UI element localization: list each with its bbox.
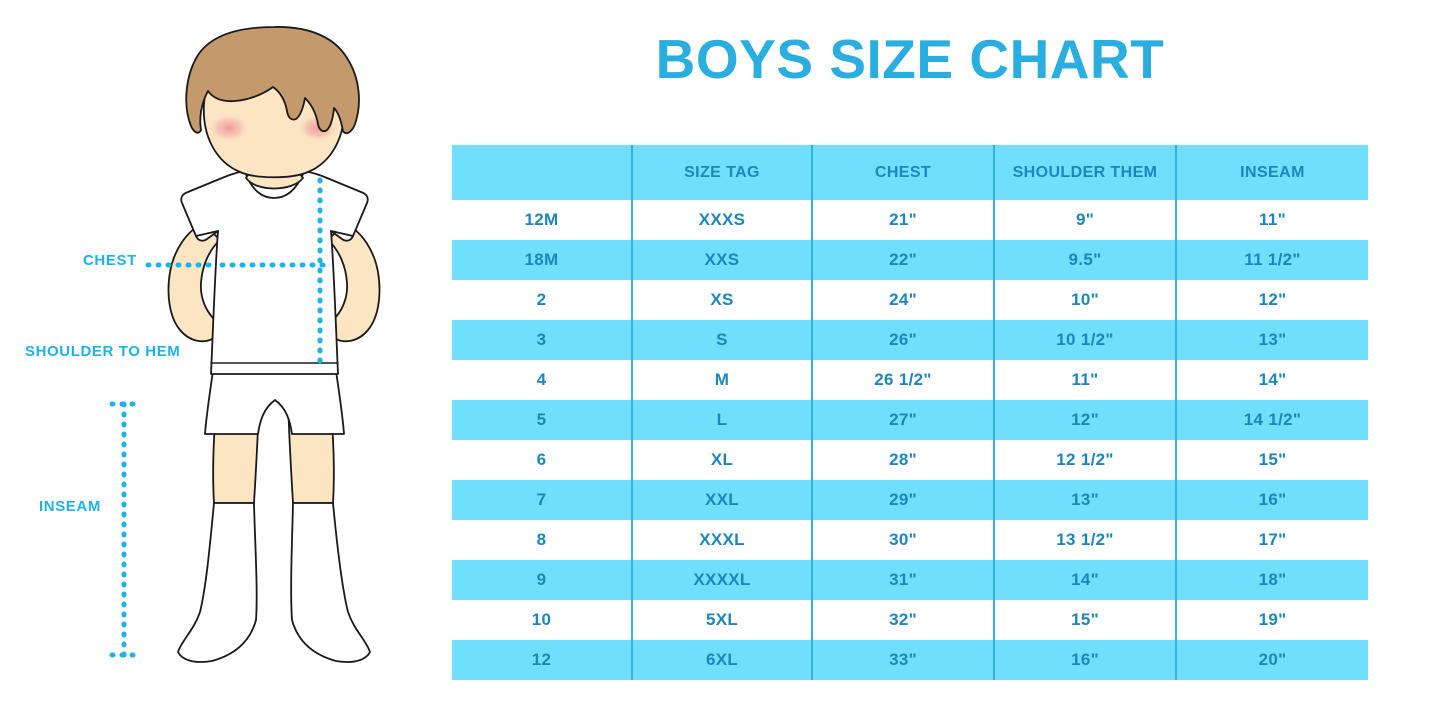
cell-size: 5 [536, 410, 547, 429]
cell-size-tag: XXL [631, 480, 812, 520]
table-row: 10 5XL 32" 15" 19" [452, 600, 1368, 640]
cell-chest: 27" [811, 400, 994, 440]
shirt-collar [245, 173, 304, 199]
right-sleeve-hem [330, 230, 354, 237]
cell-inseam: 16" [1175, 480, 1368, 520]
cell-size-tag: 6XL [631, 640, 812, 680]
cell-size: 18M [524, 250, 559, 269]
shoulder-to-hem-label: SHOULDER TO HEM [25, 343, 181, 360]
cell-shoulder: 12" [993, 400, 1176, 440]
cell-inseam: 17" [1175, 520, 1368, 560]
cell-size: 6 [536, 450, 547, 469]
table-row: 3 S 26" 10 1/2" 13" [452, 320, 1368, 360]
table-row: 5 L 27" 12" 14 1/2" [452, 400, 1368, 440]
cell-chest: 31" [811, 560, 994, 600]
cell-size: 7 [536, 490, 547, 509]
cell-shoulder: 9" [993, 200, 1176, 240]
cell-inseam: 13" [1175, 320, 1368, 360]
cell-size-tag: L [631, 400, 812, 440]
left-cheek [209, 114, 249, 142]
cell-shoulder: 9.5" [993, 240, 1176, 280]
table-row: 9 XXXXL 31" 14" 18" [452, 560, 1368, 600]
column-header-size-tag: SIZE TAG [631, 145, 812, 200]
cell-inseam: 18" [1175, 560, 1368, 600]
cell-inseam: 19" [1175, 600, 1368, 640]
cell-size-tag: 5XL [631, 600, 812, 640]
cell-size-tag: XL [631, 440, 812, 480]
table-body: 12M XXXS 21" 9" 11" 18M XXS 22" 9.5" 11 1/2" 2 XS 24… [452, 200, 1368, 680]
inseam-label: INSEAM [39, 498, 101, 515]
cell-chest: 29" [811, 480, 994, 520]
cell-chest: 26 1/2" [811, 360, 994, 400]
cell-chest: 24" [811, 280, 994, 320]
cell-chest: 32" [811, 600, 994, 640]
cell-size: 8 [536, 530, 547, 549]
cell-inseam: 11 1/2" [1175, 240, 1368, 280]
cell-chest: 21" [811, 200, 994, 240]
page-title: BOYS SIZE CHART [655, 28, 1165, 90]
cell-size-tag: M [631, 360, 812, 400]
cell-shoulder: 12 1/2" [993, 440, 1176, 480]
cell-size: 2 [536, 290, 547, 309]
cell-chest: 33" [811, 640, 994, 680]
chest-label: CHEST [83, 252, 137, 269]
cell-size-tag: XXXXL [631, 560, 812, 600]
cell-shoulder: 13 1/2" [993, 520, 1176, 560]
cell-size-tag: XS [631, 280, 812, 320]
left-sock [177, 502, 258, 663]
cell-shoulder: 10 1/2" [993, 320, 1176, 360]
cell-size: 9 [536, 570, 547, 589]
cell-chest: 22" [811, 240, 994, 280]
cell-shoulder: 14" [993, 560, 1176, 600]
table-row: 12 6XL 33" 16" 20" [452, 640, 1368, 680]
cell-inseam: 14" [1175, 360, 1368, 400]
table-row: 8 XXXL 30" 13 1/2" 17" [452, 520, 1368, 560]
cell-size-tag: S [631, 320, 812, 360]
cell-inseam: 15" [1175, 440, 1368, 480]
cell-chest: 28" [811, 440, 994, 480]
cell-inseam: 12" [1175, 280, 1368, 320]
cell-chest: 26" [811, 320, 994, 360]
cell-shoulder: 16" [993, 640, 1176, 680]
cell-shoulder: 11" [993, 360, 1176, 400]
cell-shoulder: 13" [993, 480, 1176, 520]
boy-figure [109, 26, 381, 663]
hair [185, 26, 360, 135]
table-header: SIZE TAG CHEST SHOULDER THEM INSEAM [452, 145, 1368, 200]
cell-size-tag: XXXS [631, 200, 812, 240]
cell-shoulder: 10" [993, 280, 1176, 320]
left-sleeve-hem [195, 230, 219, 237]
table-row: 6 XL 28" 12 1/2" 15" [452, 440, 1368, 480]
cell-size: 4 [536, 370, 547, 389]
cell-inseam: 11" [1175, 200, 1368, 240]
cell-inseam: 20" [1175, 640, 1368, 680]
column-header-size [452, 145, 632, 200]
column-header-chest: CHEST [811, 145, 994, 200]
table-row: 12M XXXS 21" 9" 11" [452, 200, 1368, 240]
boy-illustration-panel: CHEST SHOULDER TO HEM INSEAM [0, 0, 440, 723]
table-row: 4 M 26 1/2" 11" 14" [452, 360, 1368, 400]
cell-size: 3 [536, 330, 547, 349]
table-row: 2 XS 24" 10" 12" [452, 280, 1368, 320]
cell-size: 12 [531, 650, 552, 669]
table-header-row: SIZE TAG CHEST SHOULDER THEM INSEAM [452, 145, 1368, 200]
right-sock [290, 502, 371, 663]
size-chart-table: SIZE TAG CHEST SHOULDER THEM INSEAM 12M X… [452, 145, 1368, 680]
cell-shoulder: 15" [993, 600, 1176, 640]
column-header-shoulder: SHOULDER THEM [993, 145, 1176, 200]
table-row: 7 XXL 29" 13" 16" [452, 480, 1368, 520]
table-row: 18M XXS 22" 9.5" 11 1/2" [452, 240, 1368, 280]
cell-inseam: 14 1/2" [1175, 400, 1368, 440]
column-header-inseam: INSEAM [1175, 145, 1368, 200]
cell-size: 10 [531, 610, 552, 629]
shorts [204, 370, 345, 435]
t-shirt [180, 167, 369, 375]
cell-size: 12M [524, 210, 559, 229]
cell-size-tag: XXS [631, 240, 812, 280]
cell-chest: 30" [811, 520, 994, 560]
cell-size-tag: XXXL [631, 520, 812, 560]
